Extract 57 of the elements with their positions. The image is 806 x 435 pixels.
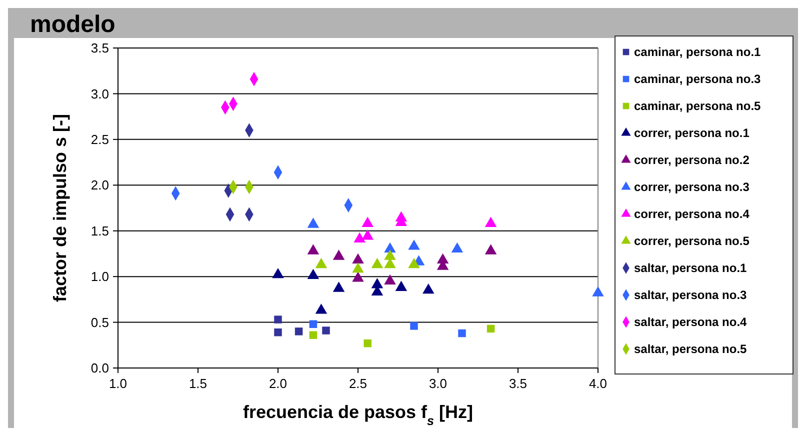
point bbox=[395, 280, 408, 291]
legend-label: saltar, persona no.3 bbox=[634, 288, 748, 302]
legend-label: saltar, persona no.4 bbox=[634, 315, 748, 330]
point bbox=[384, 242, 396, 253]
x-tick-label: 1.0 bbox=[108, 376, 128, 391]
x-tick-label: 3.5 bbox=[508, 376, 528, 391]
point bbox=[484, 216, 497, 227]
x-tick-label: 4.0 bbox=[588, 376, 608, 391]
legend-label: correr, persona no.5 bbox=[634, 234, 750, 248]
legend-label: saltar, persona no.5 bbox=[634, 342, 748, 356]
point bbox=[451, 242, 464, 253]
legend-label: caminar, persona no.3 bbox=[634, 72, 762, 86]
point bbox=[307, 268, 320, 280]
legend-label: correr, persona no.4 bbox=[634, 207, 750, 222]
x-axis-title: frecuencia de pasos f$_{s}$ [Hz] bbox=[242, 402, 474, 428]
legend-label: correr, persona no.1 bbox=[634, 126, 750, 140]
point bbox=[354, 232, 366, 242]
point bbox=[362, 230, 374, 240]
y-tick-label: 2.5 bbox=[90, 132, 109, 147]
y-tick-label: 3.0 bbox=[90, 86, 109, 102]
y-tick-label: 0.0 bbox=[90, 360, 109, 376]
x-tick-label: 3.0 bbox=[428, 376, 448, 391]
point bbox=[352, 272, 364, 282]
point bbox=[307, 244, 320, 254]
legend-label: correr, persona no.3 bbox=[634, 180, 750, 194]
point bbox=[352, 262, 364, 273]
x-tick-label: 2.5 bbox=[348, 376, 368, 391]
point bbox=[384, 274, 396, 285]
chart-title: modelo bbox=[30, 11, 116, 38]
y-tick-label: 1.5 bbox=[90, 223, 109, 238]
point bbox=[307, 218, 320, 228]
legend-label: caminar, persona no.1 bbox=[634, 45, 762, 60]
point bbox=[272, 268, 284, 278]
x-tick-label: 1.5 bbox=[188, 376, 208, 391]
y-tick-label: 1.0 bbox=[90, 269, 109, 284]
point bbox=[408, 258, 420, 268]
point bbox=[315, 258, 328, 268]
point bbox=[362, 216, 374, 227]
y-axis-title: factor de impulso s [-] bbox=[50, 114, 70, 302]
point bbox=[422, 283, 434, 294]
y-tick-label: 3.5 bbox=[90, 40, 109, 56]
point bbox=[332, 250, 345, 260]
point bbox=[484, 244, 497, 254]
point bbox=[371, 278, 384, 288]
point bbox=[592, 286, 604, 296]
point bbox=[384, 250, 396, 260]
point bbox=[332, 282, 345, 292]
point bbox=[315, 304, 328, 314]
x-tick-label: 2.0 bbox=[268, 376, 288, 391]
point bbox=[371, 258, 384, 268]
y-tick-label: 2.0 bbox=[90, 178, 109, 193]
legend-label: saltar, persona no.1 bbox=[634, 261, 748, 276]
point bbox=[408, 240, 420, 250]
legend-label: caminar, persona no.5 bbox=[634, 99, 762, 114]
point bbox=[352, 253, 364, 264]
legend-label: correr, persona no.2 bbox=[634, 153, 750, 168]
y-tick-label: 0.5 bbox=[90, 314, 109, 330]
